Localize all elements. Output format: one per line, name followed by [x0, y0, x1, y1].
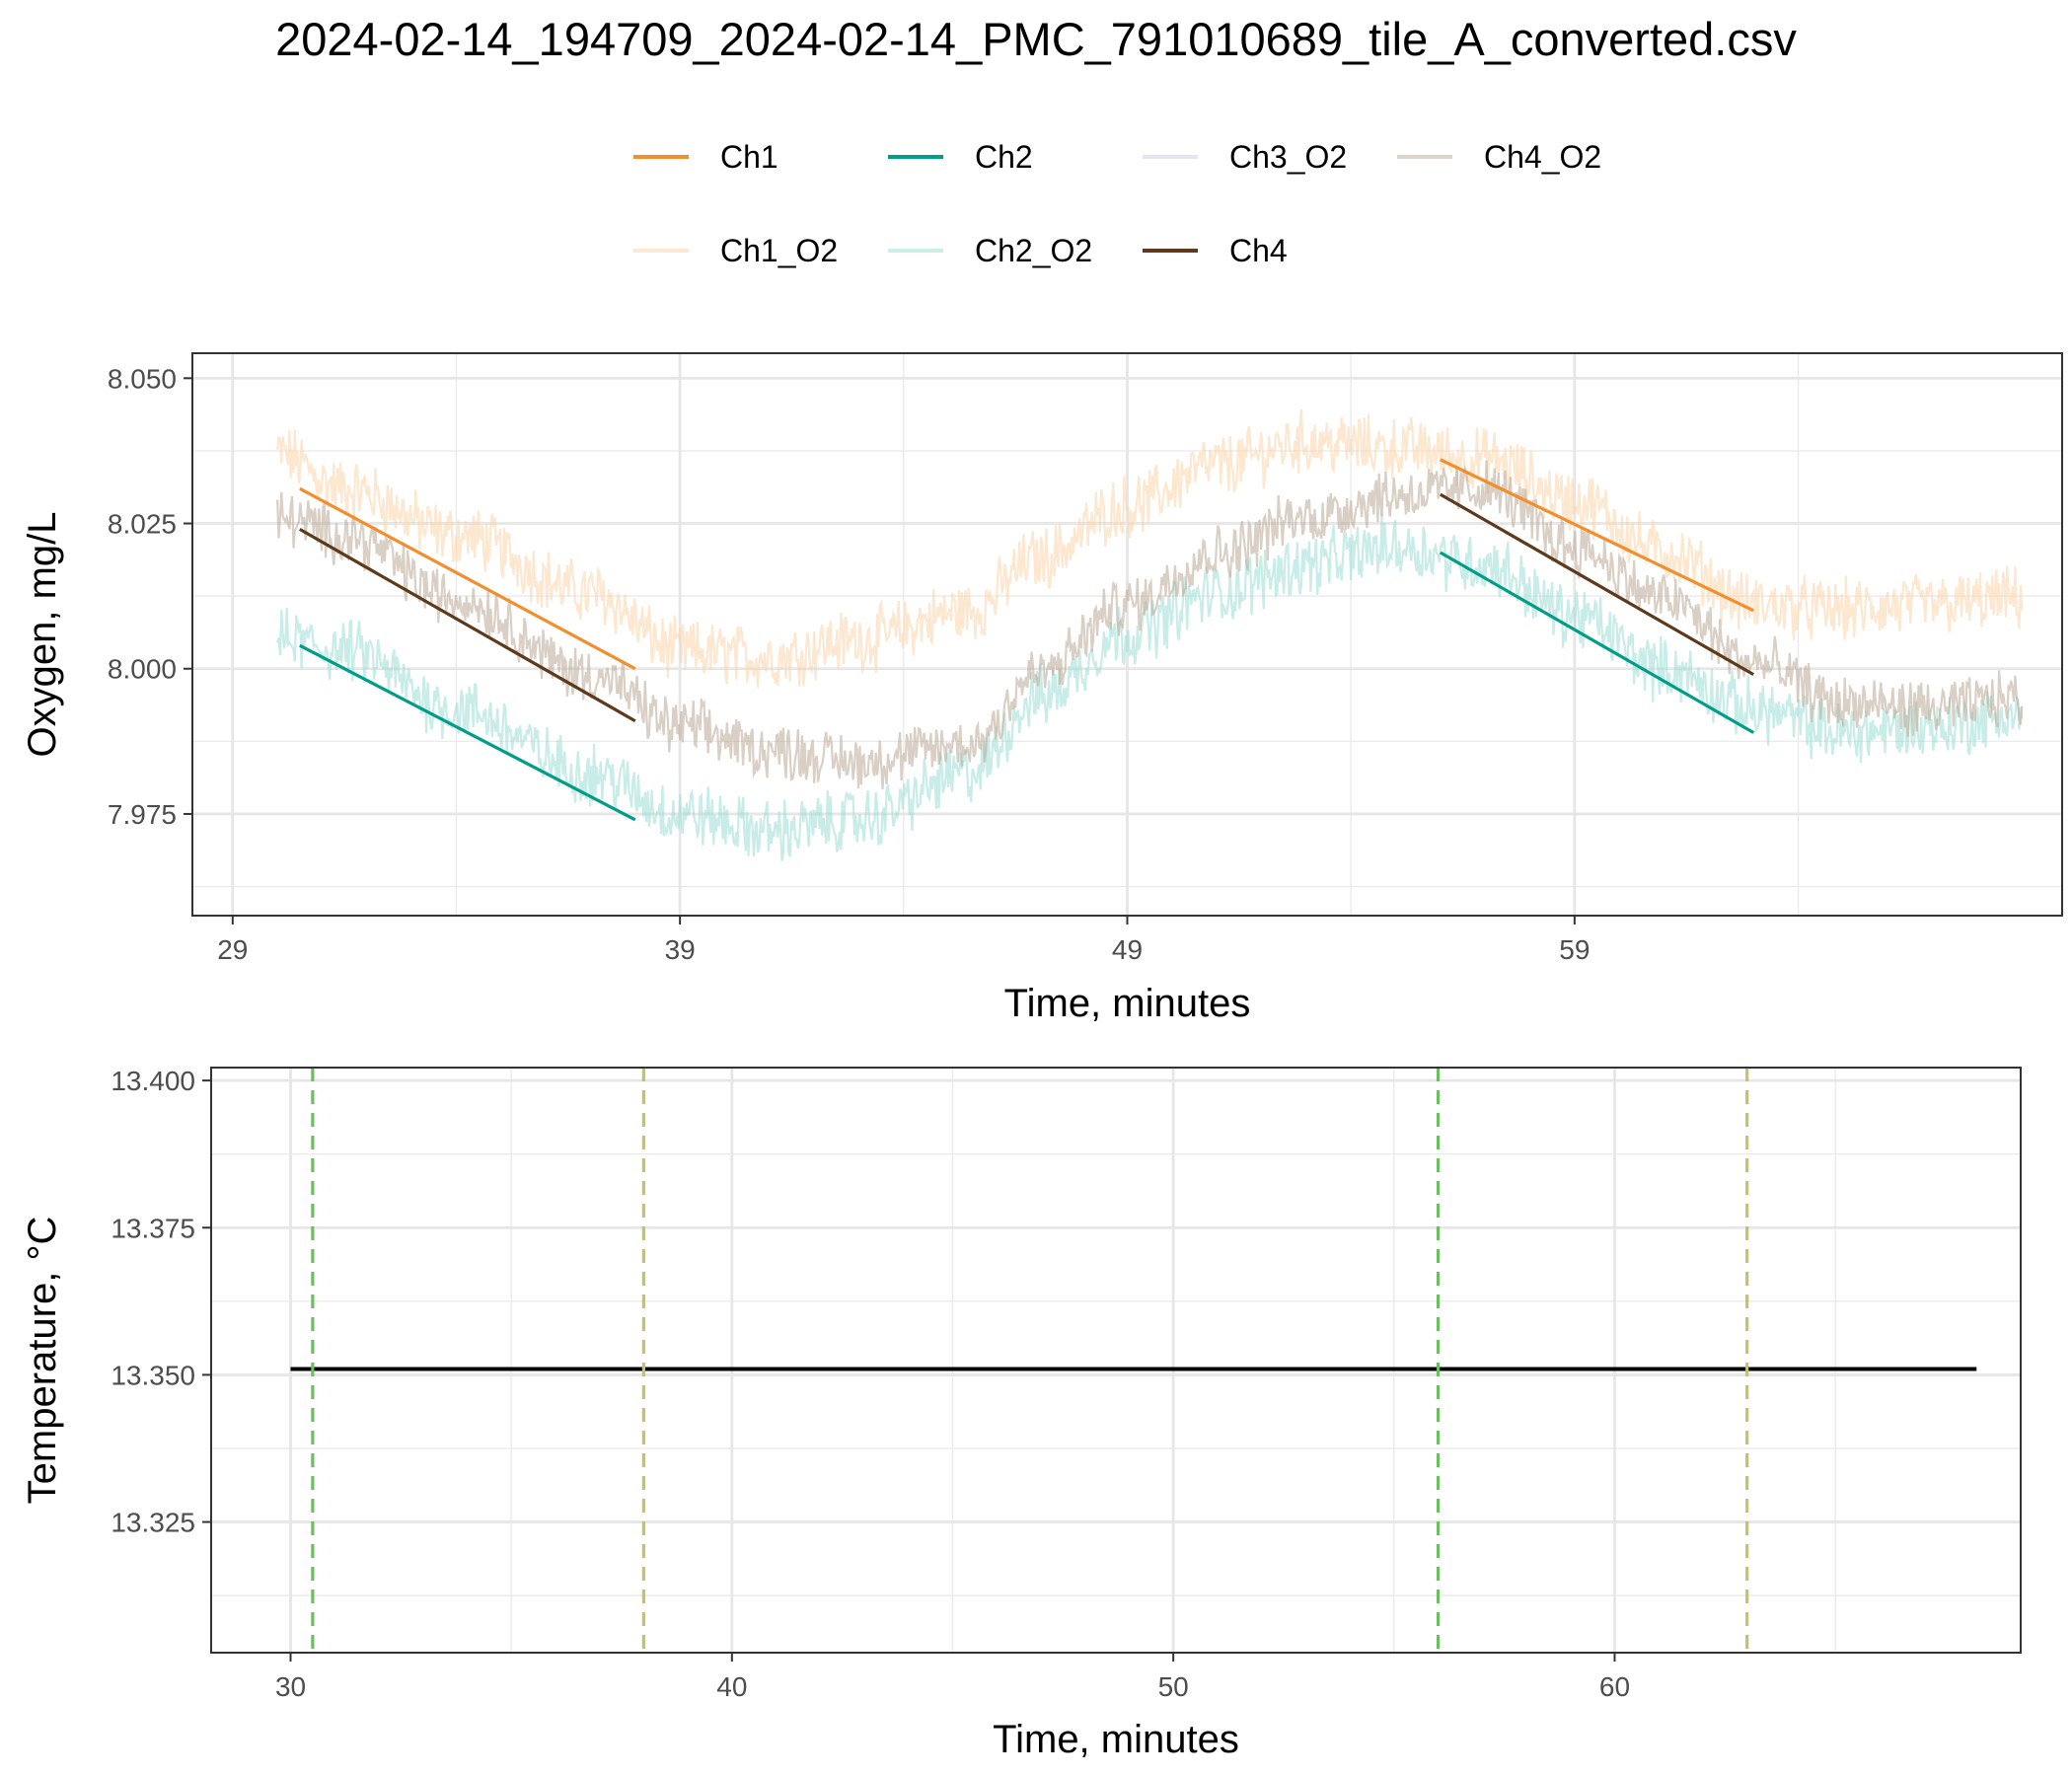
- fit-line-ch1: [299, 486, 636, 671]
- legend-swatch-ch2-o2: [888, 249, 943, 253]
- legend-swatch-ch1: [633, 155, 689, 159]
- fit-line-ch2: [299, 643, 636, 822]
- series-line-ch1-o2: [276, 408, 2024, 688]
- series-line-ch4-o2: [276, 460, 2024, 790]
- legend-swatch-ch2: [888, 155, 943, 159]
- chart-title: 2024-02-14_194709_2024-02-14_PMC_7910106…: [275, 13, 1797, 65]
- y-tick-label: 8.050: [108, 363, 177, 394]
- legend-swatch-ch1-o2: [633, 249, 689, 253]
- y-tick-label: 8.000: [108, 654, 177, 685]
- oxygen-panel: 29 39 49 59 7.975 8.000 8.025 8.050 Time, minute…: [21, 352, 2063, 1025]
- x-tick-label: 39: [665, 934, 696, 965]
- x-tick-label: 40: [716, 1671, 747, 1702]
- y-tick-label: 13.400: [111, 1066, 195, 1096]
- y-tick-label: 7.975: [108, 799, 177, 830]
- y-tick-label: 8.025: [108, 509, 177, 540]
- legend-label-ch4-o2: Ch4_O2: [1484, 139, 1602, 175]
- x-tick-label: 59: [1559, 934, 1590, 965]
- y-tick-label: 13.325: [111, 1508, 195, 1538]
- fit-line-ch4: [1440, 492, 1754, 677]
- x-tick-label: 30: [275, 1671, 306, 1702]
- fit-line-ch4: [299, 528, 636, 723]
- legend-label-ch1-o2: Ch1_O2: [720, 233, 839, 268]
- y-tick-label: 13.375: [111, 1213, 195, 1243]
- legend-label-ch2-o2: Ch2_O2: [975, 233, 1093, 268]
- panel-border: [210, 1067, 2022, 1654]
- legend-label-ch3-o2: Ch3_O2: [1229, 139, 1348, 175]
- x-tick-label: 60: [1599, 1671, 1630, 1702]
- legend-label-ch4: Ch4: [1229, 233, 1288, 268]
- fit-line-ch2: [1440, 551, 1754, 734]
- legend-swatch-ch4-o2: [1397, 155, 1452, 159]
- fit-line-ch1: [1440, 458, 1754, 613]
- y-axis-title: Oxygen, mg/L: [21, 511, 64, 757]
- legend-label-ch1: Ch1: [720, 139, 778, 175]
- x-tick-label: 50: [1158, 1671, 1189, 1702]
- legend: Ch1 Ch2 Ch3_O2 Ch4_O2 Ch1_O2 Ch2_O2 Ch4: [0, 0, 2072, 296]
- x-axis-title: Time, minutes: [1004, 982, 1251, 1025]
- x-tick-label: 29: [217, 934, 248, 965]
- y-axis-title: Temperature, °C: [21, 1217, 64, 1505]
- x-tick-label: 49: [1112, 934, 1143, 965]
- legend-swatch-ch3-o2: [1143, 155, 1198, 159]
- x-axis-title: Time, minutes: [993, 1718, 1239, 1761]
- legend-swatch-ch4: [1143, 249, 1198, 253]
- legend-label-ch2: Ch2: [975, 139, 1033, 175]
- series-line-ch2-o2: [276, 513, 2024, 861]
- y-tick-label: 13.350: [111, 1360, 195, 1390]
- temperature-panel: 30 40 50 60 13.325 13.350 13.375 13.400 Time, mi…: [21, 1066, 2022, 1761]
